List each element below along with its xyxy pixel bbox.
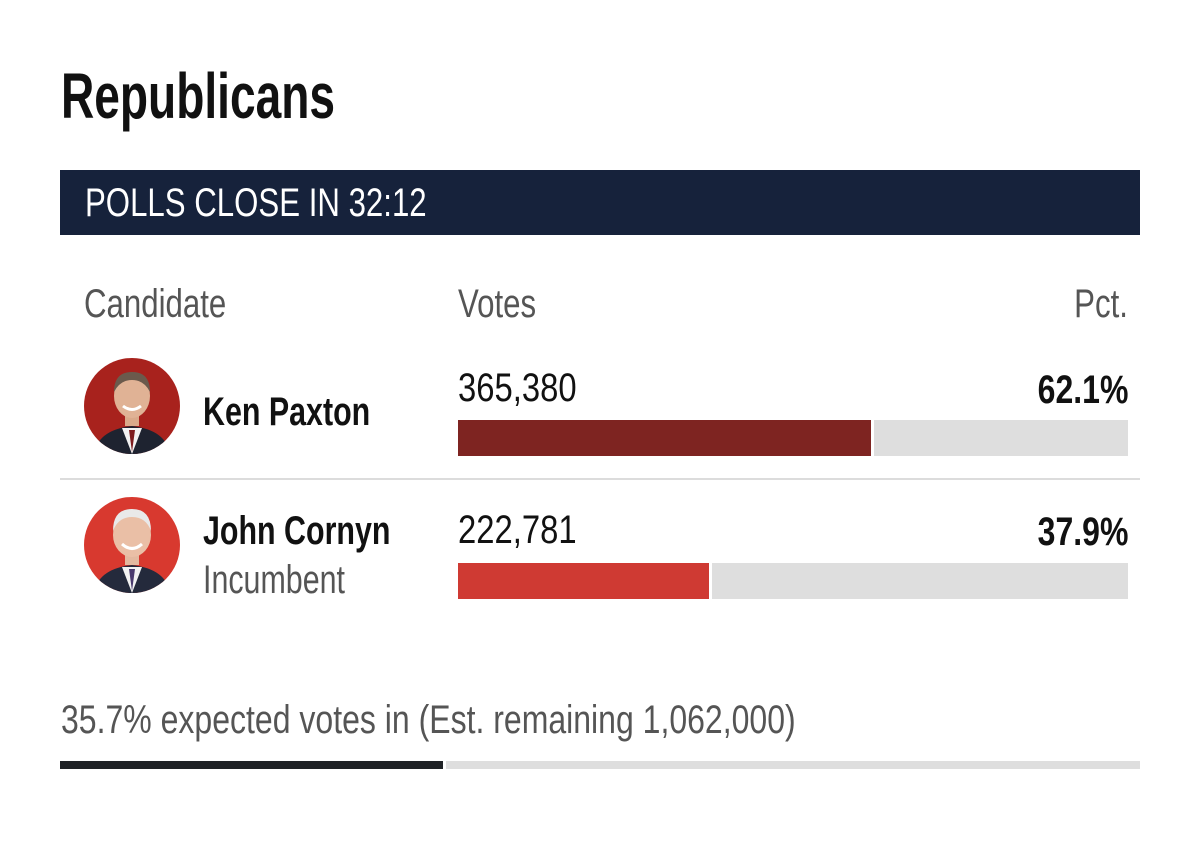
candidate-votes-text: 222,781 bbox=[458, 508, 577, 552]
candidate-pct: 37.9% bbox=[1015, 512, 1128, 552]
column-header-votes-label: Votes bbox=[458, 282, 537, 326]
column-header-pct-label: Pct. bbox=[1074, 282, 1128, 326]
column-header-pct: Pct. bbox=[1059, 284, 1128, 324]
column-header-candidate: Candidate bbox=[84, 284, 266, 324]
party-title-text: Republicans bbox=[61, 60, 335, 132]
expected-votes-progress-track bbox=[60, 761, 1140, 769]
candidate-pct-text: 62.1% bbox=[1037, 368, 1128, 412]
column-header-candidate-label: Candidate bbox=[84, 282, 227, 326]
candidate-votes-text: 365,380 bbox=[458, 366, 577, 410]
candidate-avatar-icon bbox=[84, 358, 180, 454]
party-title: Republicans bbox=[61, 64, 442, 128]
candidate-avatar-icon bbox=[84, 497, 180, 593]
incumbent-label-text: Incumbent bbox=[203, 558, 345, 602]
incumbent-label: Incumbent bbox=[203, 560, 390, 600]
candidate-name-text: John Cornyn bbox=[203, 509, 391, 553]
candidate-pct: 62.1% bbox=[1015, 370, 1128, 410]
column-header-votes: Votes bbox=[458, 284, 558, 324]
candidate-row: John Cornyn Incumbent 222,781 37.9% bbox=[60, 480, 1140, 620]
vote-share-bar-fill bbox=[458, 563, 712, 599]
candidate-name: Ken Paxton bbox=[203, 392, 423, 432]
candidate-row: Ken Paxton 365,380 62.1% bbox=[60, 350, 1140, 480]
candidate-name-text: Ken Paxton bbox=[203, 390, 371, 434]
candidate-pct-text: 37.9% bbox=[1037, 510, 1128, 554]
expected-votes-progress-fill bbox=[60, 761, 446, 769]
polls-close-banner: POLLS CLOSE IN 32:12 bbox=[60, 170, 1140, 235]
polls-close-text: POLLS CLOSE IN 32:12 bbox=[85, 181, 427, 225]
expected-votes-text-label: 35.7% expected votes in (Est. remaining … bbox=[61, 698, 796, 742]
vote-share-bar-track bbox=[458, 563, 1128, 599]
candidate-name: John Cornyn bbox=[203, 511, 450, 551]
candidate-votes: 365,380 bbox=[458, 368, 603, 408]
candidate-votes: 222,781 bbox=[458, 510, 603, 550]
vote-share-bar-track bbox=[458, 420, 1128, 456]
vote-share-bar-fill bbox=[458, 420, 875, 456]
expected-votes-text: 35.7% expected votes in (Est. remaining … bbox=[61, 700, 979, 740]
